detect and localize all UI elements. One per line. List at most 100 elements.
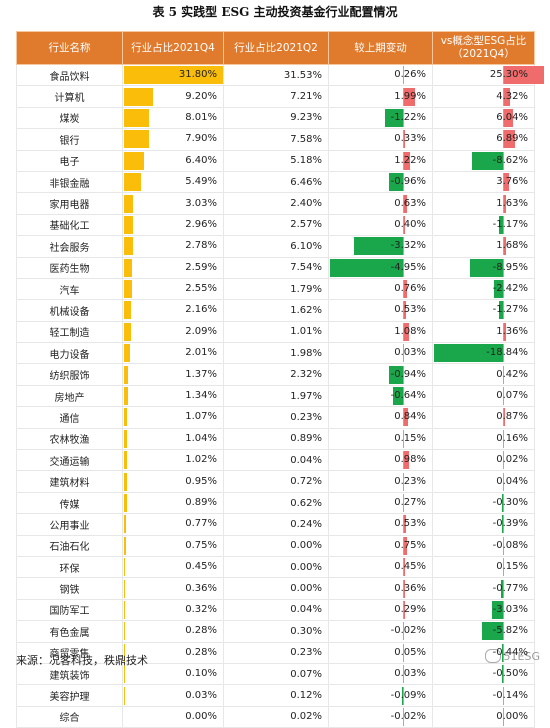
change-value-cell: 0.84%: [329, 407, 433, 428]
q2-share-value: 0.23%: [224, 407, 329, 428]
industry-name: 公用事业: [17, 514, 123, 535]
change-value-cell: -0.02%: [329, 621, 433, 642]
vs-concept-value-cell: 1.36%: [433, 321, 535, 342]
vs-concept-value: -1.17%: [493, 215, 528, 235]
change-value-cell: -0.64%: [329, 385, 433, 406]
vs-concept-value: -1.27%: [493, 300, 528, 320]
change-value-cell: 0.29%: [329, 599, 433, 620]
change-value-cell: 0.63%: [329, 193, 433, 214]
q4-share-value: 0.03%: [185, 686, 217, 706]
vs-concept-value: 0.87%: [496, 407, 528, 427]
q2-share-value: 1.79%: [224, 278, 329, 299]
vs-concept-value-cell: 1.68%: [433, 236, 535, 257]
vs-concept-value: 1.36%: [496, 322, 528, 342]
q4-share-bar: [124, 301, 131, 319]
change-value: 0.76%: [394, 279, 426, 299]
change-value: 0.84%: [394, 407, 426, 427]
q4-share-cell: 0.03%: [123, 685, 224, 706]
q2-share-value: 7.58%: [224, 129, 329, 150]
vs-concept-value-cell: 0.00%: [433, 706, 535, 727]
q2-share-value: 0.24%: [224, 514, 329, 535]
vs-concept-value: -0.50%: [493, 664, 528, 684]
industry-name: 建筑材料: [17, 471, 123, 492]
industry-name: 传媒: [17, 492, 123, 513]
industry-name: 社会服务: [17, 236, 123, 257]
vs-concept-value-cell: 1.63%: [433, 193, 535, 214]
vs-concept-value: -18.84%: [486, 343, 528, 363]
q4-share-value: 0.28%: [185, 643, 217, 663]
change-value: 0.27%: [394, 493, 426, 513]
industry-name: 机械设备: [17, 300, 123, 321]
header-vs-concept: vs概念型ESG占比（2021Q4）: [433, 32, 535, 65]
change-value: -0.02%: [391, 707, 426, 727]
change-value-cell: 0.53%: [329, 300, 433, 321]
q2-share-value: 0.23%: [224, 642, 329, 663]
q4-share-bar: [124, 280, 132, 298]
vs-concept-value: -8.62%: [493, 151, 528, 171]
change-value: 0.63%: [394, 194, 426, 214]
change-value: 0.23%: [394, 472, 426, 492]
q4-share-bar: [124, 130, 149, 148]
vs-concept-value: 0.02%: [496, 450, 528, 470]
change-value: 0.75%: [394, 536, 426, 556]
change-value: 0.98%: [394, 450, 426, 470]
vs-concept-value: -0.30%: [493, 493, 528, 513]
change-value-cell: 0.27%: [329, 492, 433, 513]
industry-name: 基础化工: [17, 214, 123, 235]
q4-share-value: 1.34%: [185, 386, 217, 406]
q4-share-bar: [124, 237, 133, 255]
change-value-cell: 0.75%: [329, 535, 433, 556]
q4-share-cell: 2.55%: [123, 278, 224, 299]
vs-concept-value-cell: 4.32%: [433, 86, 535, 107]
change-value-cell: 0.23%: [329, 471, 433, 492]
vs-concept-value-cell: -0.14%: [433, 685, 535, 706]
q2-share-value: 9.23%: [224, 107, 329, 128]
vs-concept-value: -3.03%: [493, 600, 528, 620]
industry-name: 钢铁: [17, 578, 123, 599]
industry-name: 石油石化: [17, 535, 123, 556]
vs-concept-value-cell: 3.76%: [433, 171, 535, 192]
q4-share-cell: 0.28%: [123, 621, 224, 642]
q2-share-value: 0.02%: [224, 706, 329, 727]
q4-share-value: 9.20%: [185, 87, 217, 107]
industry-name: 美容护理: [17, 685, 123, 706]
q4-share-value: 0.77%: [185, 514, 217, 534]
change-value-cell: 0.03%: [329, 343, 433, 364]
industry-name: 有色金属: [17, 621, 123, 642]
change-value-cell: 0.40%: [329, 214, 433, 235]
vs-concept-value-cell: 0.16%: [433, 428, 535, 449]
vs-concept-value-cell: -3.03%: [433, 599, 535, 620]
q4-share-bar: [124, 323, 131, 341]
q2-share-value: 1.01%: [224, 321, 329, 342]
change-value: -1.22%: [391, 108, 426, 128]
q4-share-bar: [124, 173, 141, 191]
vs-concept-value: 0.00%: [496, 707, 528, 727]
q4-share-bar: [124, 195, 133, 213]
change-value: 1.22%: [394, 151, 426, 171]
change-value: 0.40%: [394, 215, 426, 235]
industry-name: 综合: [17, 706, 123, 727]
vs-concept-value-cell: -2.42%: [433, 278, 535, 299]
q4-share-cell: 0.00%: [123, 706, 224, 727]
q4-share-cell: 9.20%: [123, 86, 224, 107]
change-value-cell: 0.53%: [329, 514, 433, 535]
q4-share-cell: 3.03%: [123, 193, 224, 214]
change-value: -0.02%: [391, 621, 426, 641]
industry-name: 食品饮料: [17, 65, 123, 86]
q2-share-value: 6.10%: [224, 236, 329, 257]
industry-name: 通信: [17, 407, 123, 428]
change-value-cell: -0.94%: [329, 364, 433, 385]
q2-share-value: 1.97%: [224, 385, 329, 406]
vs-concept-value-cell: 0.07%: [433, 385, 535, 406]
q4-share-cell: 1.02%: [123, 450, 224, 471]
vs-concept-value: -0.14%: [493, 686, 528, 706]
change-value-cell: 0.76%: [329, 278, 433, 299]
vs-concept-value-cell: -0.30%: [433, 492, 535, 513]
